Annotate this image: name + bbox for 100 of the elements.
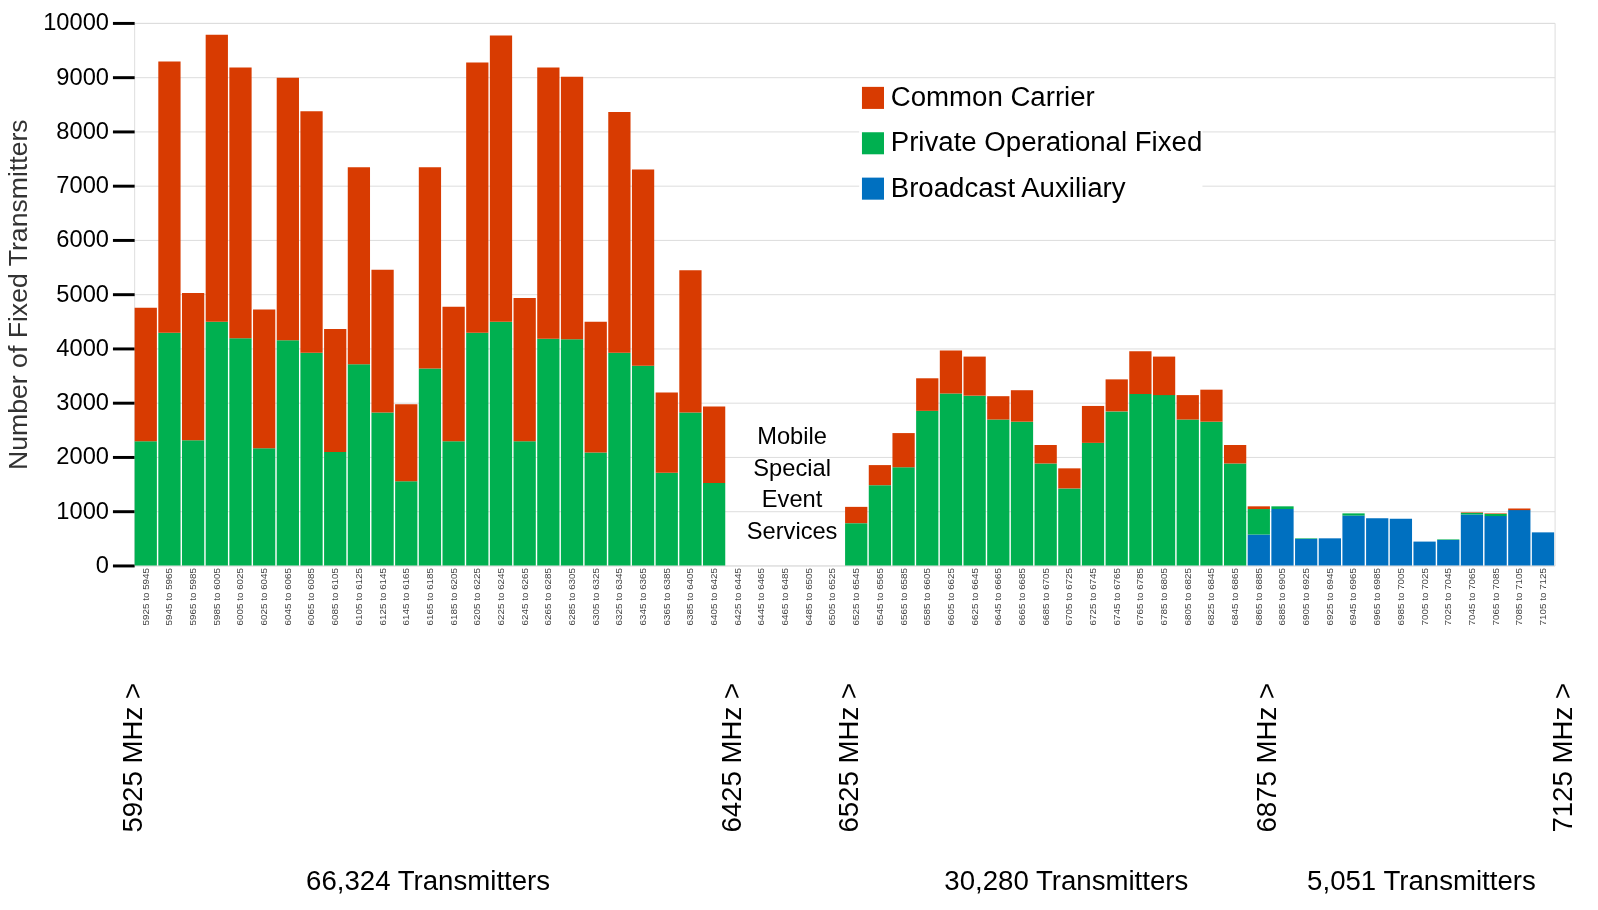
x-tick-label: 6605 to 6625 (944, 567, 956, 626)
bar (1010, 390, 1034, 422)
y-tick-label: 4000 (56, 334, 109, 361)
bar (489, 321, 513, 566)
x-tick-label: 6745 to 6765 (1110, 567, 1122, 626)
x-tick-label: 6805 to 6825 (1181, 567, 1193, 626)
x-tick-label: 7045 to 7065 (1465, 567, 1477, 626)
x-tick-label: 6105 to 6125 (352, 567, 364, 626)
y-tick-label: 0 (95, 551, 109, 578)
bar (560, 339, 584, 566)
legend-label: Private Operational Fixed (890, 126, 1203, 158)
x-tick-label: 6385 to 6405 (684, 567, 696, 626)
x-tick-label: 6045 to 6065 (281, 567, 293, 626)
x-tick-label: 7105 to 7125 (1536, 567, 1548, 626)
x-tick-label: 6785 to 6805 (1158, 567, 1170, 626)
x-tick-label: 6985 to 7005 (1394, 567, 1406, 626)
bar (1342, 513, 1365, 516)
legend-label: Broadcast Auxiliary (890, 171, 1126, 203)
text: 66,324 Transmitters (306, 864, 551, 896)
x-tick-label: 6285 to 6305 (565, 567, 577, 626)
bar (1058, 468, 1081, 489)
x-tick-label: 6405 to 6425 (708, 567, 720, 626)
x-tick-label: 6145 to 6165 (400, 567, 412, 626)
x-tick-label: 6165 to 6185 (423, 567, 435, 626)
text: 6875 MHz > (1251, 682, 1283, 833)
x-tick-label: 5965 to 5985 (187, 567, 199, 626)
x-tick-label: 6585 to 6605 (921, 567, 933, 626)
y-tick-label: 8000 (56, 117, 109, 144)
bar (987, 396, 1010, 420)
bar (1034, 445, 1057, 464)
x-tick-label: 6325 to 6345 (613, 567, 625, 626)
x-tick-label: 6565 to 6585 (897, 567, 909, 626)
x-tick-label: 6445 to 6465 (755, 567, 767, 626)
x-tick-label: 6085 to 6105 (329, 567, 341, 626)
y-tick-label: 6000 (56, 226, 109, 253)
bar (1081, 442, 1105, 566)
y-tick-label: 2000 (56, 443, 109, 470)
x-tick-label: 6465 to 6485 (779, 567, 791, 626)
x-tick-label: 6965 to 6985 (1371, 567, 1383, 626)
legend-label: Common Carrier (890, 80, 1095, 112)
annotation: Mobile Special Event Services (746, 423, 838, 544)
x-tick-label: 5925 to 5945 (139, 567, 151, 626)
bar (1010, 421, 1034, 566)
x-tick-label: 6205 to 6225 (471, 567, 483, 626)
x-tick-label: 6125 to 6145 (376, 567, 388, 626)
x-tick-label: 6925 to 6945 (1323, 567, 1335, 626)
x-tick-label: 6905 to 6925 (1300, 567, 1312, 626)
bar (845, 506, 868, 524)
bar (1224, 445, 1247, 464)
bar (1247, 509, 1270, 535)
y-tick-label: 3000 (56, 389, 109, 416)
bar (916, 378, 939, 411)
x-tick-label: 6245 to 6265 (518, 567, 530, 626)
x-tick-label: 6025 to 6045 (258, 567, 270, 626)
x-tick-label: 6305 to 6325 (589, 567, 601, 626)
x-tick-label: 7065 to 7085 (1489, 567, 1501, 626)
x-tick-label: 6505 to 6525 (826, 567, 838, 626)
x-tick-label: 7085 to 7105 (1513, 567, 1525, 626)
x-tick-label: 6645 to 6665 (992, 567, 1004, 626)
x-tick-label: 6705 to 6725 (1063, 567, 1075, 626)
x-tick-label: 6425 to 6445 (731, 567, 743, 626)
x-tick-label: 6865 to 6885 (1252, 567, 1264, 626)
text: 7125 MHz > (1547, 682, 1579, 833)
x-tick-label: 6065 to 6085 (305, 567, 317, 626)
x-tick-label: 7025 to 7045 (1442, 567, 1454, 626)
x-tick-label: 6485 to 6505 (802, 567, 814, 626)
y-axis-title: Number of Fixed Transmitters (3, 119, 34, 471)
x-tick-label: 6225 to 6245 (494, 567, 506, 626)
bar (1271, 506, 1294, 510)
y-tick-label: 10000 (43, 9, 109, 36)
bar (1531, 532, 1555, 566)
x-tick-label: 5985 to 6005 (210, 567, 222, 626)
text: 5,051 Transmitters (1307, 864, 1536, 896)
x-tick-label: 5945 to 5965 (163, 567, 175, 626)
bar (560, 76, 584, 340)
text: 6425 MHz > (715, 682, 747, 833)
bar (845, 523, 868, 566)
x-tick-label: 6725 to 6745 (1087, 567, 1098, 626)
text: 6525 MHz > (833, 682, 865, 833)
x-tick-label: 6265 to 6285 (542, 567, 554, 626)
x-tick-label: 6185 to 6205 (447, 567, 459, 626)
x-tick-label: 6685 to 6705 (1039, 567, 1051, 626)
x-tick-label: 6005 to 6025 (234, 567, 246, 626)
x-tick-label: 7005 to 7025 (1418, 567, 1430, 626)
x-tick-label: 6625 to 6645 (968, 567, 980, 626)
y-tick-label: 9000 (56, 63, 109, 90)
x-tick-label: 6365 to 6385 (660, 567, 672, 626)
x-tick-label: 6765 to 6785 (1134, 567, 1146, 626)
x-tick-label: 6885 to 6905 (1276, 567, 1288, 626)
bar (489, 35, 513, 322)
x-tick-label: 6665 to 6685 (1015, 567, 1027, 626)
text: 5925 MHz > (117, 682, 149, 833)
y-tick-label: 5000 (56, 280, 109, 307)
x-tick-label: 6825 to 6845 (1205, 567, 1217, 626)
x-tick-label: 6525 to 6545 (850, 567, 862, 626)
x-tick-label: 6545 to 6565 (873, 567, 885, 626)
y-tick-label: 1000 (56, 497, 109, 524)
bar (1081, 405, 1105, 443)
x-tick-label: 6845 to 6865 (1229, 567, 1241, 626)
y-tick-label: 7000 (56, 172, 109, 199)
